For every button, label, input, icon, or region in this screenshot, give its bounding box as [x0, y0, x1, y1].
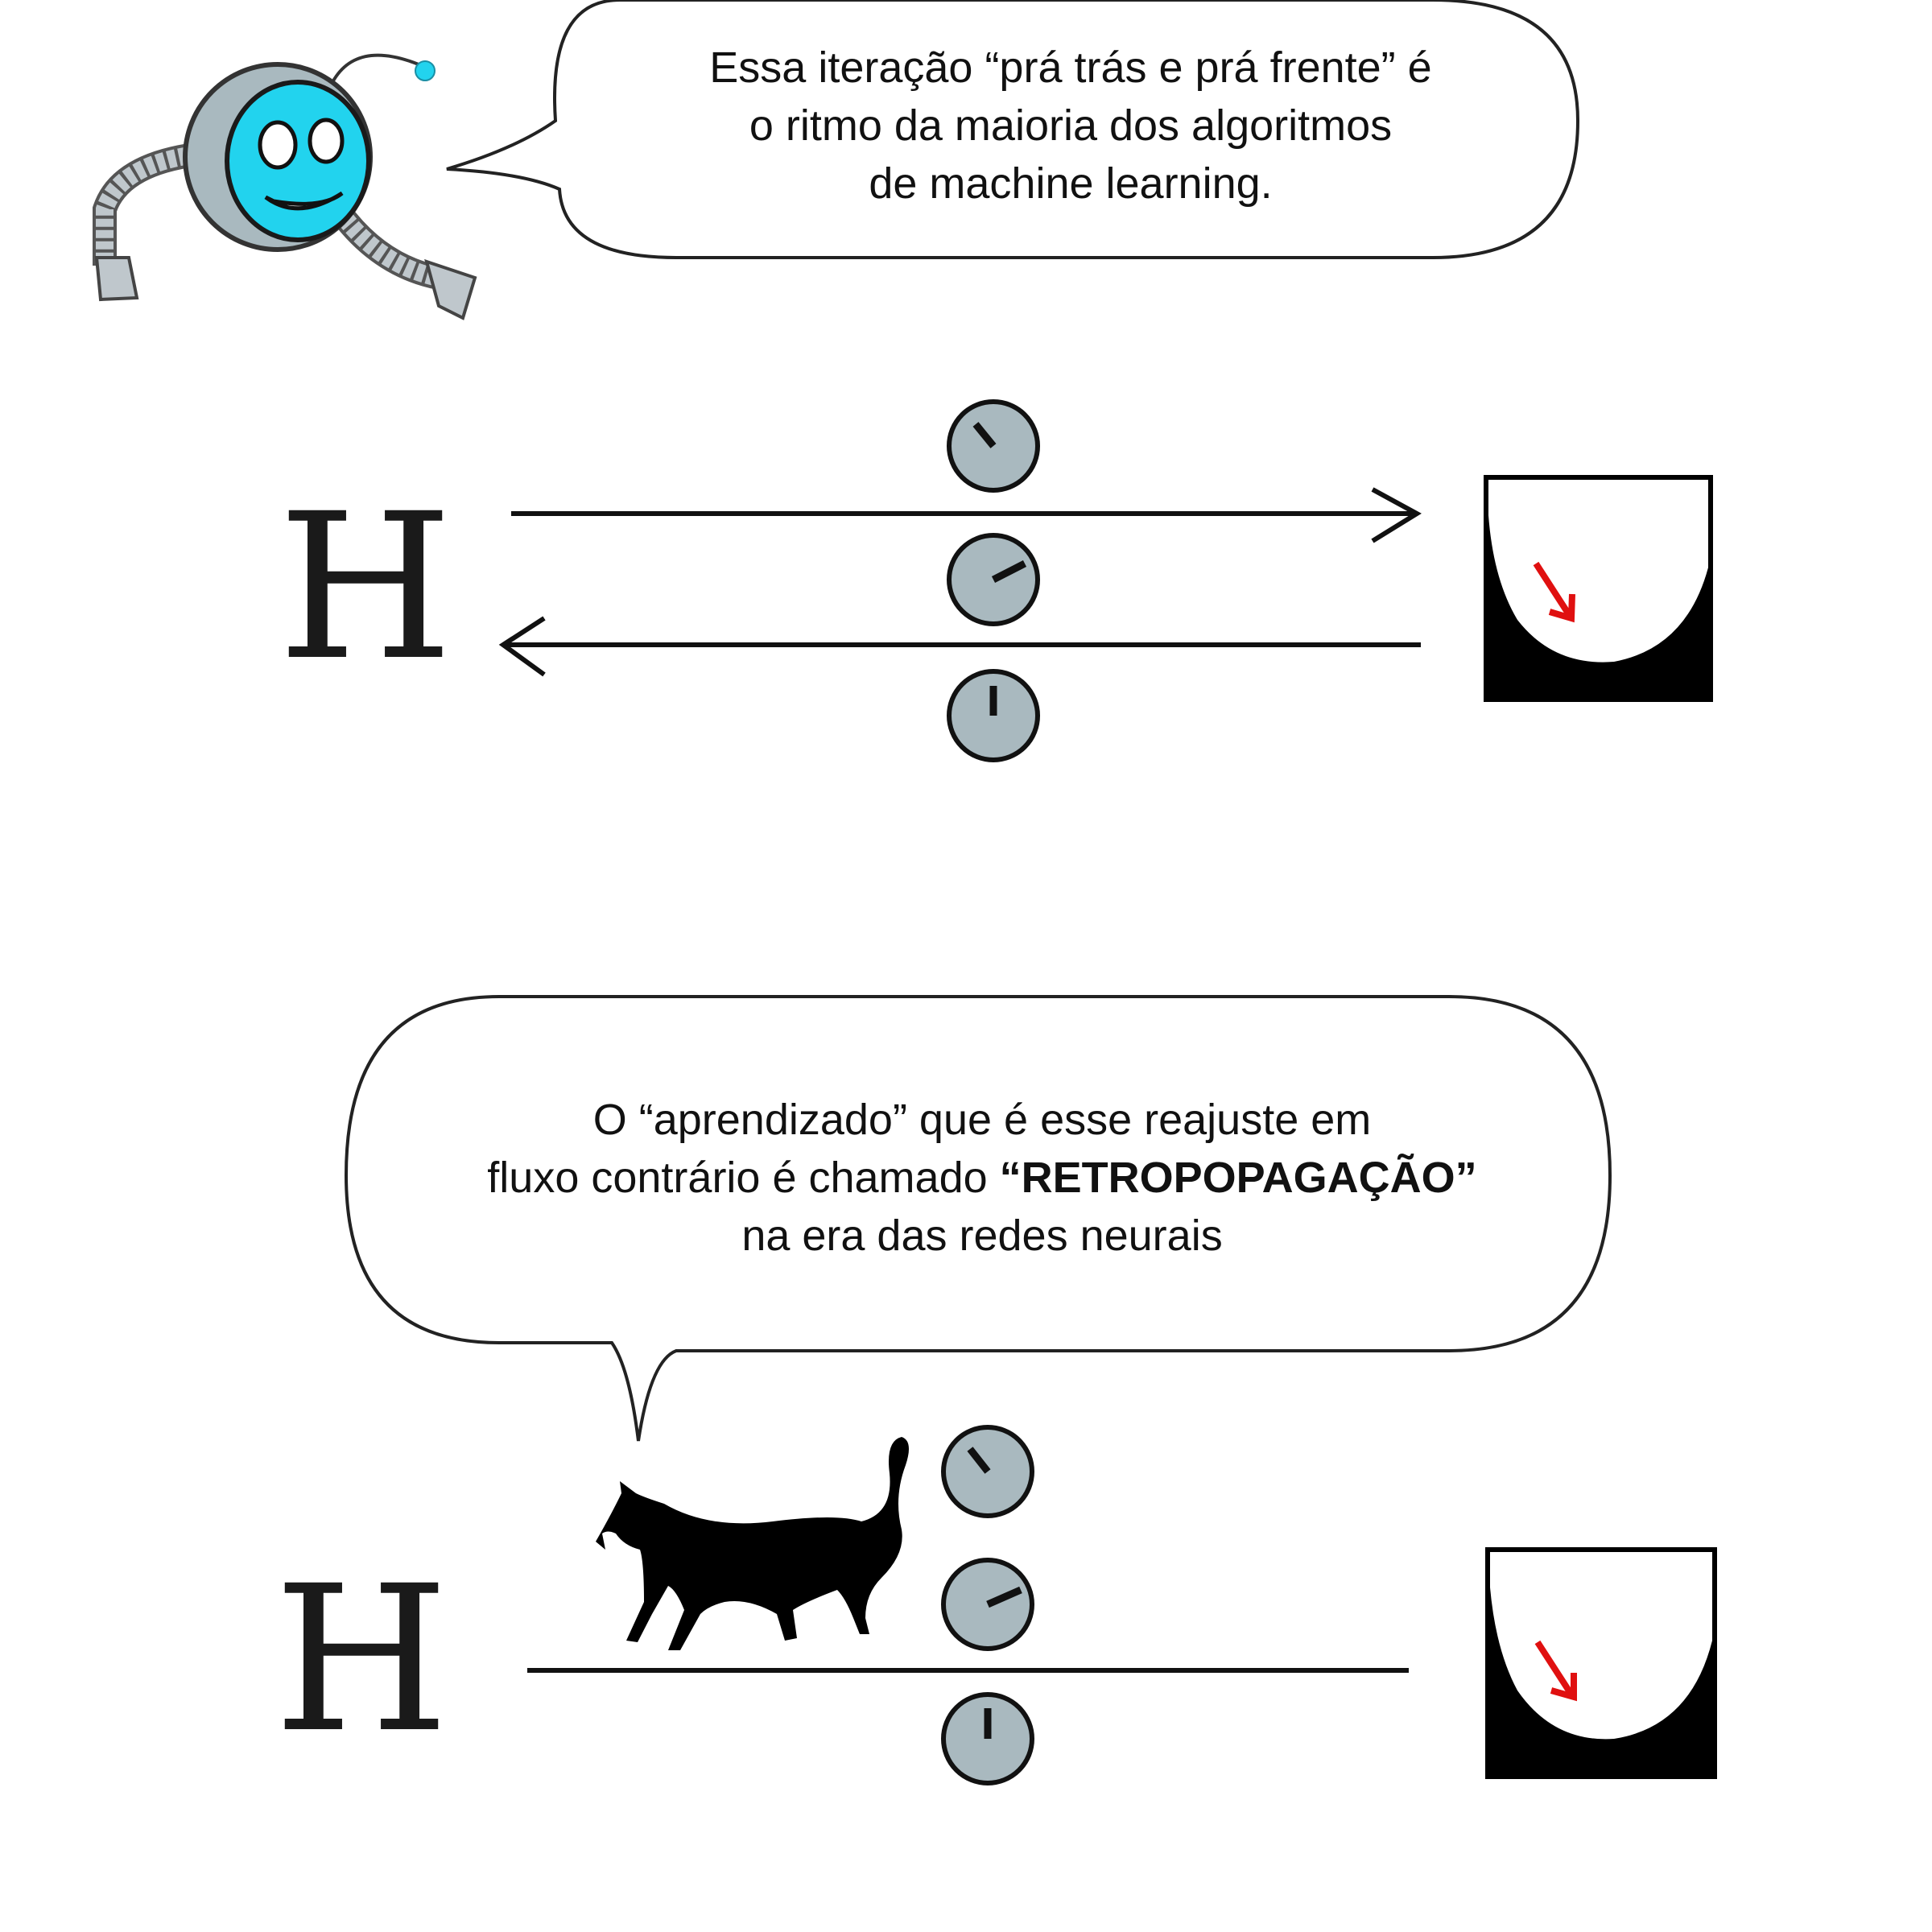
input-symbol-h-1: H: [278, 470, 454, 704]
backward-arrow: [498, 616, 1421, 677]
bubble-2-line-2-prefix: fluxo contrário é chamado: [487, 1154, 1000, 1202]
cat-silhouette-icon: [596, 1437, 909, 1650]
bubble-1-line-1: Essa iteração “prá trás e prá frente” é: [709, 43, 1432, 92]
input-symbol-h-2: H: [274, 1542, 450, 1777]
speech-bubble-2: [344, 995, 1612, 1442]
bubble-2-text: O “aprendizado” que é esse reajuste em f…: [402, 1091, 1562, 1265]
dial-5-icon: [941, 1558, 1034, 1651]
dial-1-icon: [947, 399, 1040, 493]
loss-curve-box-1: [1484, 475, 1713, 702]
dial-6-icon: [941, 1692, 1034, 1785]
bubble-2-line-3: na era das redes neurais: [741, 1212, 1223, 1260]
speech-bubble-1: [446, 0, 1580, 259]
dial-4-icon: [941, 1425, 1034, 1518]
dial-3-icon: [947, 669, 1040, 762]
backpropagation-term: “RETROPOPAGAÇÃO”: [999, 1154, 1477, 1202]
dial-2-icon: [947, 533, 1040, 626]
bubble-2-line-1: O “aprendizado” que é esse reajuste em: [592, 1096, 1372, 1144]
robot-mascot-icon: [93, 53, 477, 320]
bubble-1-line-3: de machine learning.: [869, 159, 1273, 208]
loss-curve-box-2: [1485, 1547, 1717, 1779]
forward-arrow: [511, 487, 1422, 543]
bubble-2-line-2: fluxo contrário é chamado “RETROPOPAGAÇÃ…: [402, 1149, 1562, 1207]
bubble-1-line-2: o ritmo da maioria dos algoritmos: [749, 101, 1393, 150]
bubble-1-text: Essa iteração “prá trás e prá frente” é …: [628, 39, 1513, 213]
